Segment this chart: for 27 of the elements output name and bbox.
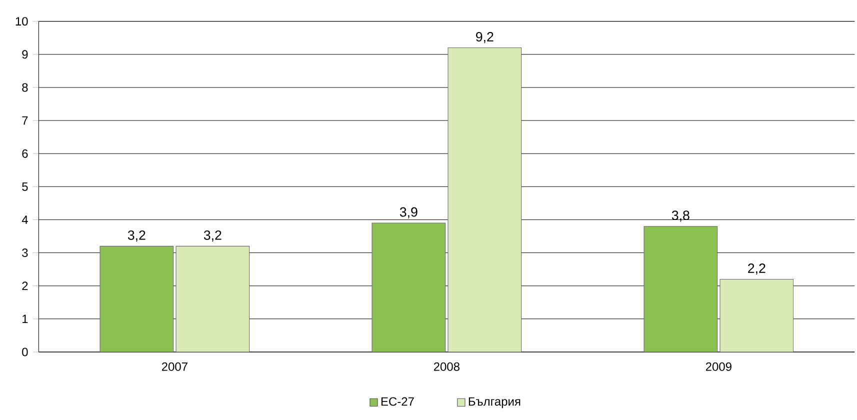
y-tick-label: 10 <box>16 17 28 26</box>
y-tick-label: 1 <box>22 314 28 324</box>
legend-label: България <box>468 397 520 408</box>
data-label: 3,2 <box>128 230 146 242</box>
x-tick-label: 2007 <box>162 362 188 371</box>
data-label: 3,2 <box>204 230 222 242</box>
y-tick-label: 0 <box>22 348 28 356</box>
y-tick-label: 5 <box>22 182 28 191</box>
y-tick-label: 6 <box>22 149 28 158</box>
bar <box>644 226 718 352</box>
y-tick-label: 8 <box>22 83 28 92</box>
bar <box>100 246 174 352</box>
legend-label: ЕС-27 <box>381 397 414 406</box>
data-label: 3,9 <box>400 207 418 218</box>
bar <box>720 278 794 352</box>
bar <box>372 222 446 352</box>
x-tick-label: 2009 <box>706 362 732 371</box>
data-label: 2,2 <box>748 264 766 275</box>
y-tick-label: 3 <box>22 248 28 258</box>
data-label: 9,2 <box>476 32 494 44</box>
x-tick-label: 2008 <box>434 362 460 371</box>
y-tick-label: 7 <box>22 116 28 125</box>
y-tick-label: 9 <box>22 50 28 59</box>
y-tick-label: 2 <box>22 282 28 290</box>
bar <box>176 246 250 352</box>
bar <box>448 48 522 352</box>
y-tick-label: 4 <box>22 216 28 224</box>
